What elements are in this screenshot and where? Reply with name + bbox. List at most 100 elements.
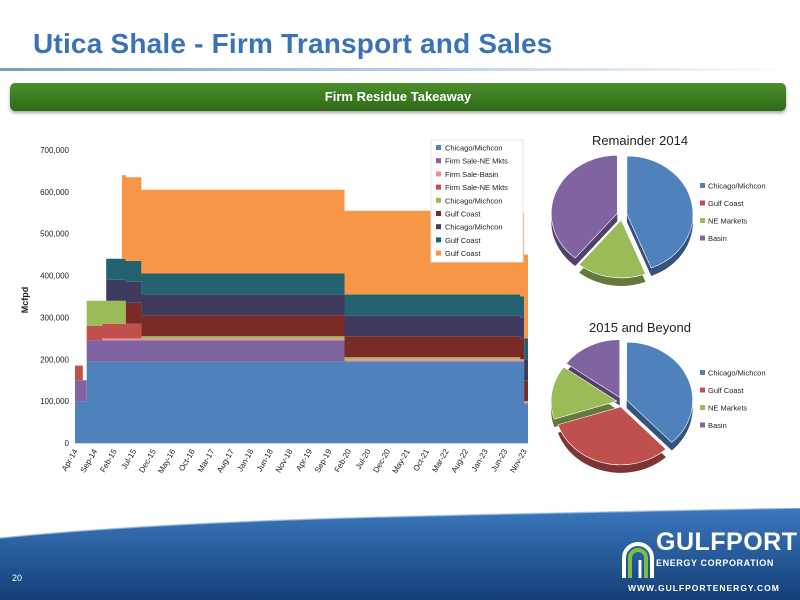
legend-label: Chicago/Michcon (708, 182, 766, 191)
legend-label: Firm Sale-NE Mkts (445, 183, 508, 192)
legend-swatch (700, 405, 705, 410)
legend-label: Gulf Coast (708, 199, 744, 208)
y-tick-label: 300,000 (40, 313, 69, 322)
legend-swatch (436, 145, 441, 150)
pie-chart-remainder-2014: Remainder 2014 Chicago/Michcon Gulf Coast… (551, 133, 766, 286)
legend-swatch (700, 183, 705, 188)
legend-label: Chicago/Michcon (708, 369, 766, 378)
section-banner: Firm Residue Takeaway (10, 83, 786, 111)
legend-swatch (436, 237, 441, 243)
y-tick-label: 700,000 (40, 146, 69, 155)
x-tick-label: Feb-20 (333, 447, 354, 474)
legend-swatch (436, 211, 441, 216)
legend-label: Basin (708, 421, 727, 430)
pie-title: Remainder 2014 (592, 133, 688, 148)
footer-band (0, 508, 800, 600)
x-tick-label: Jun-18 (255, 447, 275, 473)
pie-slice-basin (551, 155, 618, 259)
x-tick-label: Apr-19 (294, 447, 314, 473)
legend-swatch (700, 200, 705, 206)
pie-slices (551, 155, 694, 286)
y-tick-label: 400,000 (40, 272, 69, 281)
legend-swatch (436, 250, 441, 256)
y-tick-label: 200,000 (40, 355, 69, 364)
legend-label: Gulf Coast (445, 236, 481, 245)
legend-label: NE Markets (708, 217, 747, 226)
legend-swatch (436, 224, 441, 230)
x-tick-label: Aug-17 (215, 447, 236, 474)
stacked-area-chart: 0 100,000 200,000 300,000 400,000 500,000 600,… (20, 139, 529, 475)
legend-label: NE Markets (708, 404, 747, 413)
legend-swatch (436, 184, 441, 190)
pie-legend: Chicago/Michcon Gulf Coast NE Markets Basin (700, 369, 766, 430)
website-url[interactable]: WWW.GULFPORTENERGY.COM (628, 583, 780, 593)
legend-label: Basin (708, 234, 727, 243)
area-series-6 (75, 300, 528, 402)
x-tick-label: Mar-17 (196, 447, 217, 474)
x-tick-label: Jul-20 (354, 447, 373, 471)
y-tick-label: 100,000 (40, 397, 69, 406)
x-tick-label: Oct-21 (411, 447, 431, 473)
area-series-1 (75, 361, 528, 443)
pie-slice-chicago-michcon (626, 155, 694, 269)
area-series-5 (75, 300, 528, 402)
logo-wordmark: GULFPORT (656, 528, 798, 556)
legend-swatch (700, 370, 705, 375)
x-tick-label: May-21 (391, 447, 412, 475)
company-logo: GULFPORT ENERGY CORPORATION WWW.GULFPORT… (620, 528, 797, 598)
pie-slice-basin (565, 339, 621, 399)
legend-swatch (436, 197, 441, 203)
x-tick-label: Nov-18 (274, 447, 295, 474)
legend-swatch (700, 422, 705, 428)
legend-label: Chicago/Michcon (445, 196, 503, 205)
x-tick-label: Oct-16 (177, 447, 197, 473)
legend-box (430, 139, 524, 263)
y-tick-label: 500,000 (40, 230, 69, 239)
area-series-2 (75, 340, 528, 404)
x-tick-label: Jan-23 (470, 447, 490, 473)
legend-label: Gulf Coast (708, 386, 744, 395)
legend-label: Chicago/Michcon (445, 144, 503, 153)
x-tick-label: Aug-22 (450, 447, 471, 474)
pie-title: 2015 and Beyond (589, 320, 691, 335)
legend-swatch (436, 171, 441, 177)
title-divider (0, 68, 800, 71)
pie-slice-chicago-michcon (626, 341, 693, 443)
area-series-4 (75, 323, 528, 402)
x-tick-label: May-16 (156, 447, 177, 475)
logo-arc-icon (622, 542, 654, 578)
legend-swatch (700, 235, 705, 241)
x-tick-label: Dec-20 (371, 447, 392, 474)
pie-slices (550, 339, 693, 473)
area-series-7 (75, 279, 528, 381)
legend-label: Firm Sale-NE Mkts (445, 157, 508, 166)
pie-slice-ne-markets (578, 219, 646, 279)
x-tick-label: Sep-19 (313, 447, 334, 474)
pie-chart-2015-and-beyond: 2015 and Beyond Chicago/Michcon Gulf Coas… (550, 320, 766, 473)
x-tick-label: Nov-23 (508, 447, 529, 474)
pie-slice-ne-markets (550, 366, 618, 420)
x-tick-label: Apr-14 (60, 447, 80, 473)
pie-legend: Chicago/Michcon Gulf Coast NE Markets Basin (700, 182, 766, 243)
area-series-8 (75, 258, 528, 381)
y-tick-label: 0 (65, 439, 70, 448)
x-tick-label: Jun-23 (489, 447, 509, 473)
legend-swatch (700, 387, 705, 393)
legend-label: Gulf Coast (445, 210, 481, 219)
slide-title: Utica Shale - Firm Transport and Sales (33, 28, 553, 59)
y-axis-label: Mcfpd (20, 287, 30, 314)
legend-swatch (436, 158, 441, 164)
legend-swatch (700, 218, 705, 223)
x-tick-label: Feb-15 (98, 447, 119, 474)
area-series-9 (75, 175, 528, 381)
legend-label: Firm Sale-Basin (445, 170, 498, 179)
slide-number: 20 (12, 573, 23, 583)
y-tick-label: 600,000 (40, 188, 69, 197)
legend-label: Chicago/Michcon (445, 223, 503, 232)
x-tick-label: Mar-22 (430, 447, 451, 474)
legend-label: Gulf Coast (445, 249, 481, 258)
area-legend: Chicago/Michcon Firm Sale-NE Mkts Firm Sal… (430, 139, 524, 263)
pie-slice-gulf-coast (557, 406, 667, 466)
x-tick-label: Sep-14 (79, 447, 100, 474)
